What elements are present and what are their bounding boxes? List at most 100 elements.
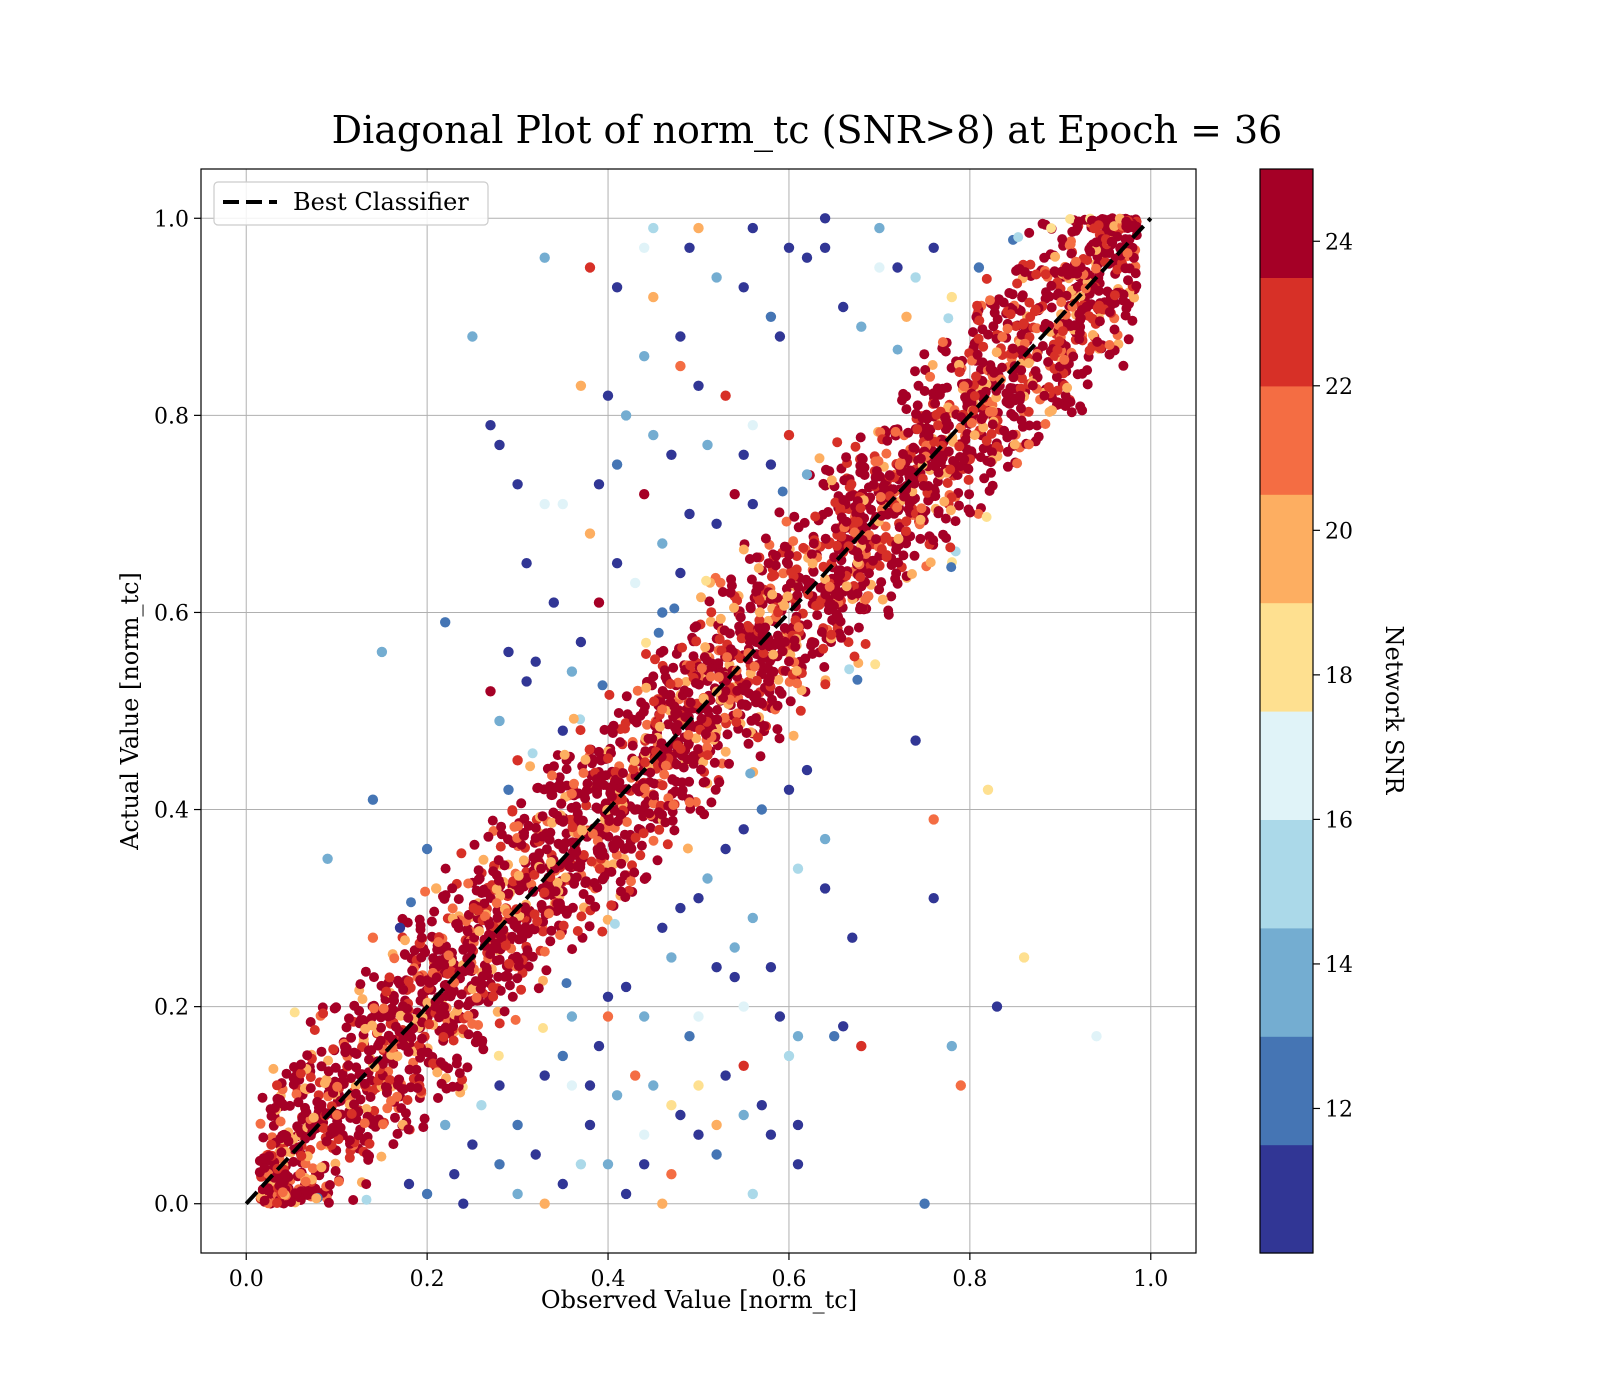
band-point xyxy=(546,925,557,936)
band-point xyxy=(551,906,562,916)
band-point xyxy=(771,550,781,561)
scatter-point xyxy=(593,479,605,490)
band-point xyxy=(986,467,996,478)
band-point xyxy=(291,1089,302,1100)
band-point xyxy=(584,744,595,755)
band-point xyxy=(435,1005,446,1016)
band-point xyxy=(1092,336,1103,347)
band-point xyxy=(361,1179,372,1190)
scatter-point xyxy=(747,498,758,510)
band-point xyxy=(652,855,663,866)
band-point xyxy=(369,972,379,983)
band-point xyxy=(700,642,711,653)
band-point xyxy=(538,926,548,937)
band-point xyxy=(846,479,857,490)
band-point xyxy=(420,947,431,958)
band-point xyxy=(319,1078,330,1089)
band-point xyxy=(1052,397,1063,408)
band-point xyxy=(925,557,936,568)
scatter-point xyxy=(756,1100,767,1111)
band-point xyxy=(1006,408,1017,419)
band-point xyxy=(1060,401,1071,411)
band-point xyxy=(1024,297,1035,308)
band-point xyxy=(677,785,688,796)
scatter-point xyxy=(494,1080,505,1091)
scatter-point xyxy=(539,1070,550,1081)
scatter-point xyxy=(946,291,957,303)
band-point xyxy=(266,1111,277,1121)
scatter-point xyxy=(756,804,767,815)
band-point xyxy=(814,453,825,464)
y-tick-label: 0.2 xyxy=(154,996,189,1021)
band-point xyxy=(333,1176,344,1187)
band-point xyxy=(593,746,604,757)
scatter-point xyxy=(901,311,912,322)
band-point xyxy=(772,700,783,711)
scatter-point xyxy=(584,528,596,539)
band-point xyxy=(630,832,641,843)
band-point xyxy=(502,908,513,919)
colorbar-segment xyxy=(1260,385,1313,495)
band-point xyxy=(700,728,711,739)
band-point xyxy=(820,679,831,690)
band-point xyxy=(561,764,572,775)
band-point xyxy=(703,705,713,716)
band-point xyxy=(668,662,679,673)
band-point xyxy=(494,1018,505,1029)
band-point xyxy=(398,1084,409,1095)
band-point xyxy=(985,457,996,468)
band-point xyxy=(576,911,587,922)
band-point xyxy=(744,623,755,634)
band-point xyxy=(946,492,957,503)
band-point xyxy=(710,784,721,795)
colorbar-tick-label: 16 xyxy=(1325,808,1353,833)
band-point xyxy=(871,534,881,545)
band-point xyxy=(293,1097,304,1108)
scatter-point xyxy=(874,262,885,273)
scatter-point xyxy=(620,410,632,421)
band-point xyxy=(980,386,991,397)
band-point xyxy=(567,944,578,955)
band-point xyxy=(510,1014,521,1025)
band-point xyxy=(300,1176,311,1187)
band-point xyxy=(769,570,780,581)
scatter-point xyxy=(1091,1031,1102,1042)
band-point xyxy=(705,616,716,627)
band-point xyxy=(1039,390,1050,401)
band-point xyxy=(453,894,464,905)
band-point xyxy=(755,751,766,762)
y-axis-ticks: 0.0 0.2 0.4 0.6 0.8 1.0 xyxy=(154,207,201,1218)
band-point xyxy=(657,686,668,696)
band-point xyxy=(960,392,971,403)
band-point xyxy=(295,1168,306,1179)
scatter-point xyxy=(982,784,994,795)
band-point xyxy=(788,730,799,741)
scatter-point xyxy=(928,814,939,825)
band-point xyxy=(890,573,901,584)
band-point xyxy=(381,986,392,997)
band-point xyxy=(1068,351,1079,362)
band-point xyxy=(559,749,570,760)
scatter-point xyxy=(729,942,740,953)
band-point xyxy=(569,778,579,789)
band-point xyxy=(463,878,474,889)
band-point xyxy=(751,690,762,701)
band-point xyxy=(779,600,790,611)
band-point xyxy=(258,1132,269,1143)
colorbar-frame xyxy=(1259,168,1314,1254)
band-point xyxy=(836,531,847,542)
band-point xyxy=(741,728,752,738)
band-point xyxy=(734,621,745,632)
band-point xyxy=(910,366,920,377)
band-point xyxy=(277,1098,288,1109)
band-point xyxy=(519,813,530,824)
band-point xyxy=(507,806,518,817)
scatter-point xyxy=(512,479,523,490)
band-point xyxy=(830,523,841,534)
band-point xyxy=(416,932,427,943)
scatter-point xyxy=(639,1159,650,1170)
band-point xyxy=(386,1003,397,1014)
band-point xyxy=(360,966,371,977)
colorbar-ticks: 12 14 16 18 20 22 24 xyxy=(1313,230,1353,1122)
band-point xyxy=(257,1092,268,1103)
